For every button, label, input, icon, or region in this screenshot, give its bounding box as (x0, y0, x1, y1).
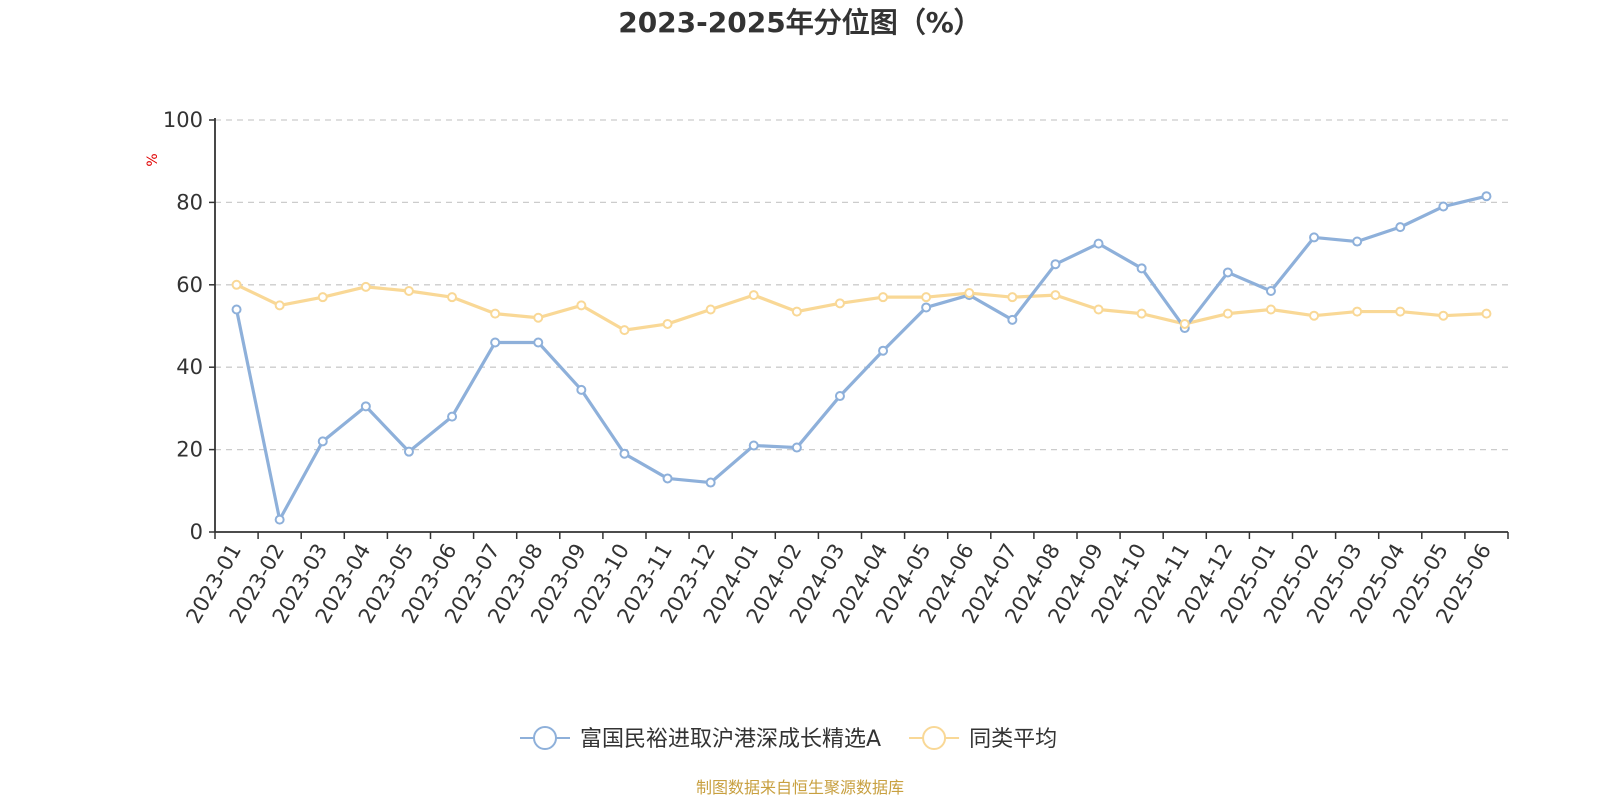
data-point-0[interactable] (533, 337, 544, 348)
data-point-1[interactable] (791, 306, 802, 317)
data-point-1[interactable] (1179, 318, 1190, 329)
data-point-0[interactable] (360, 401, 371, 412)
data-point-1[interactable] (878, 292, 889, 303)
data-point-1[interactable] (274, 300, 285, 311)
data-point-1[interactable] (447, 292, 458, 303)
data-point-0[interactable] (921, 302, 932, 313)
data-point-0[interactable] (317, 436, 328, 447)
series-line-0 (234, 194, 1487, 522)
legend-item-1[interactable]: 同类平均 (909, 726, 1057, 752)
data-point-0[interactable] (662, 473, 673, 484)
data-point-1[interactable] (1309, 310, 1320, 321)
data-point-1[interactable] (1438, 310, 1449, 321)
data-point-0[interactable] (231, 304, 242, 315)
axes (209, 118, 1509, 539)
data-point-1[interactable] (231, 279, 242, 290)
data-point-0[interactable] (1395, 222, 1406, 233)
legend-marker-icon (533, 726, 557, 750)
data-point-0[interactable] (878, 345, 889, 356)
data-point-1[interactable] (705, 304, 716, 315)
legend-label: 富国民裕进取沪港深成长精选A (580, 727, 881, 752)
data-point-0[interactable] (748, 440, 759, 451)
data-point-0[interactable] (576, 384, 587, 395)
y-tick-label: 80 (176, 190, 203, 214)
y-tick-label: 0 (190, 520, 203, 544)
series-group (231, 191, 1492, 525)
data-point-0[interactable] (1050, 259, 1061, 270)
data-point-1[interactable] (662, 318, 673, 329)
data-point-1[interactable] (964, 288, 975, 299)
data-point-0[interactable] (274, 514, 285, 525)
data-point-1[interactable] (490, 308, 501, 319)
data-point-1[interactable] (1265, 304, 1276, 315)
data-point-1[interactable] (1007, 292, 1018, 303)
data-point-0[interactable] (403, 446, 414, 457)
data-point-1[interactable] (1093, 304, 1104, 315)
data-point-1[interactable] (1136, 308, 1147, 319)
y-tick-label: 20 (176, 438, 203, 462)
data-point-1[interactable] (921, 292, 932, 303)
data-point-0[interactable] (1309, 232, 1320, 243)
data-point-0[interactable] (791, 442, 802, 453)
y-tick-labels: 0 20 40 60 80 100 (163, 108, 203, 544)
data-point-0[interactable] (447, 411, 458, 422)
y-axis-unit: % (145, 153, 161, 166)
legend-label: 同类平均 (969, 727, 1057, 752)
data-point-1[interactable] (834, 298, 845, 309)
legend[interactable]: 富国民裕进取沪港深成长精选A 同类平均 (520, 726, 1057, 752)
data-point-0[interactable] (1136, 263, 1147, 274)
data-point-0[interactable] (1222, 267, 1233, 278)
data-point-0[interactable] (1007, 314, 1018, 325)
y-tick-label: 60 (176, 273, 203, 297)
y-tick-label: 40 (176, 355, 203, 379)
data-point-1[interactable] (403, 285, 414, 296)
data-point-0[interactable] (705, 477, 716, 488)
grid-lines (215, 119, 1508, 451)
data-point-0[interactable] (1265, 285, 1276, 296)
data-point-1[interactable] (619, 325, 630, 336)
data-point-0[interactable] (619, 448, 630, 459)
chart-title: 2023-2025年分位图（%） (618, 6, 982, 39)
data-point-0[interactable] (490, 337, 501, 348)
data-point-0[interactable] (1481, 191, 1492, 202)
legend-marker-icon (922, 726, 947, 750)
y-tick-label: 100 (163, 108, 203, 132)
data-point-1[interactable] (1481, 308, 1492, 319)
data-point-1[interactable] (1352, 306, 1363, 317)
data-point-1[interactable] (1395, 306, 1406, 317)
data-point-0[interactable] (1352, 236, 1363, 247)
x-tick-labels: 2023-012023-022023-032023-042023-052023-… (181, 540, 1496, 628)
data-point-0[interactable] (834, 391, 845, 402)
data-point-1[interactable] (1222, 308, 1233, 319)
source-note: 制图数据来自恒生聚源数据库 (696, 778, 904, 797)
legend-item-0[interactable]: 富国民裕进取沪港深成长精选A (520, 726, 881, 752)
data-point-1[interactable] (533, 312, 544, 323)
data-point-0[interactable] (1093, 238, 1104, 249)
data-point-0[interactable] (1438, 201, 1449, 212)
data-point-1[interactable] (1050, 290, 1061, 301)
data-point-1[interactable] (576, 300, 587, 311)
series-line-1 (235, 283, 1487, 332)
data-point-1[interactable] (748, 290, 759, 301)
data-point-1[interactable] (360, 281, 371, 292)
data-point-1[interactable] (317, 292, 328, 303)
